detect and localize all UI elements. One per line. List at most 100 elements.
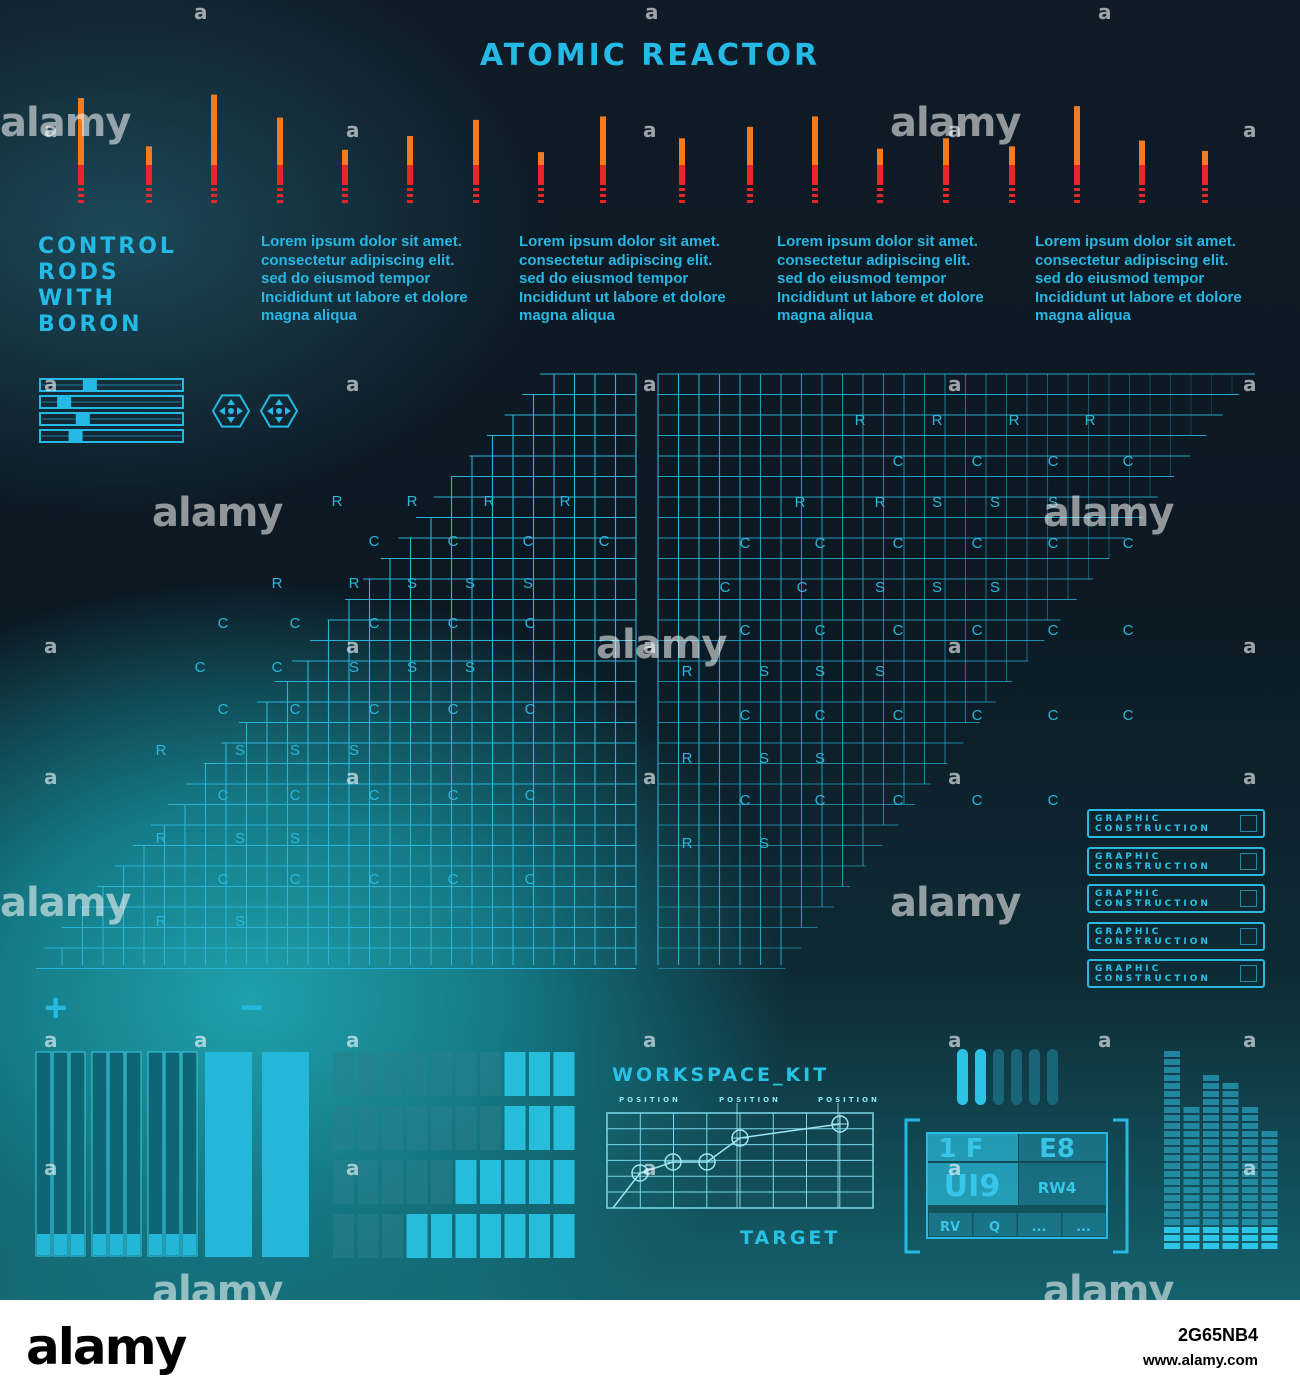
equalizer-segment [1164, 1227, 1180, 1233]
graphic-construction-label: GRAPHIC CONSTRUCTION [1095, 889, 1211, 909]
checkbox[interactable] [1240, 890, 1257, 907]
level-bar-track [91, 1051, 108, 1257]
grid-letter: S [1048, 494, 1058, 511]
watermark-mark: a [1098, 0, 1112, 24]
arrow-right-icon [237, 407, 243, 415]
watermark-mark: a [44, 634, 58, 658]
equalizer-segment [1164, 1131, 1180, 1137]
slider-group[interactable] [39, 378, 184, 443]
rod-dot [1009, 194, 1015, 197]
equalizer-segment [1183, 1115, 1200, 1121]
level-bar-fill [149, 1234, 162, 1255]
watermark: alamy [152, 1268, 283, 1300]
watermark-mark: a [948, 1028, 962, 1052]
grid-letter: C [1048, 453, 1059, 470]
workspace-kit-title: WORKSPACE_KIT [612, 1064, 830, 1086]
equalizer-segment [1203, 1187, 1219, 1193]
rod-dot [538, 194, 544, 197]
matrix-block [333, 1052, 354, 1096]
watermark: alamy [890, 100, 1021, 146]
grid-letter: C [893, 535, 904, 552]
equalizer-segment [1261, 1195, 1278, 1201]
equalizer-segment [1261, 1147, 1278, 1153]
level-bar-fill [127, 1234, 140, 1255]
checkbox[interactable] [1240, 928, 1257, 945]
equalizer-segment [1183, 1139, 1200, 1145]
rod-bar [943, 138, 949, 165]
rod-bar-red [407, 165, 413, 185]
grid-letter: C [740, 792, 751, 809]
center-dot [276, 408, 282, 414]
matrix-block [529, 1160, 550, 1204]
equalizer-segment [1203, 1139, 1219, 1145]
rod-dot [538, 188, 544, 191]
grid-letter: C [525, 871, 536, 888]
checkbox[interactable] [1240, 815, 1257, 832]
grid-letter: S [815, 663, 825, 680]
graphic-construction-label: GRAPHIC CONSTRUCTION [1095, 964, 1211, 984]
matrix-block [480, 1214, 501, 1258]
minus-button[interactable]: − [240, 986, 264, 1030]
level-bar-fill [71, 1234, 84, 1255]
watermark-mark: a [1243, 765, 1257, 789]
equalizer-segment [1203, 1195, 1219, 1201]
grid-letter: C [525, 615, 536, 632]
graphic-construction-button[interactable]: GRAPHIC CONSTRUCTION [1087, 922, 1265, 951]
rod-bar [538, 152, 544, 165]
direction-pads[interactable] [211, 394, 299, 428]
graphic-construction-button[interactable]: GRAPHIC CONSTRUCTION [1087, 809, 1265, 838]
matrix-block [504, 1106, 526, 1150]
arrow-left-icon [219, 407, 225, 415]
grid-letter: C [218, 787, 229, 804]
grid-letter: C [290, 871, 301, 888]
readout-cell [973, 1213, 1017, 1236]
equalizer-segment [1203, 1083, 1219, 1089]
equalizer-segment [1164, 1155, 1180, 1161]
graphic-construction-button[interactable]: GRAPHIC CONSTRUCTION [1087, 847, 1265, 876]
equalizer-segment [1261, 1235, 1278, 1241]
rod-indicator [1139, 140, 1145, 203]
readout-r1b: E8 [1039, 1134, 1075, 1164]
equalizer-segment [1203, 1163, 1219, 1169]
grid-letter: R [156, 830, 167, 847]
equalizer-segment [1203, 1243, 1219, 1249]
matrix-block [455, 1160, 477, 1204]
matrix-block [431, 1052, 452, 1096]
watermark-mark: a [1243, 634, 1257, 658]
equalizer-segment [1203, 1147, 1219, 1153]
grid-letter: R [682, 750, 693, 767]
graphic-construction-button[interactable]: GRAPHIC CONSTRUCTION [1087, 959, 1265, 988]
rod-indicator [600, 116, 606, 203]
watermark-mark: a [346, 118, 360, 142]
matrix-block [529, 1106, 550, 1150]
graphic-construction-button[interactable]: GRAPHIC CONSTRUCTION [1087, 884, 1265, 913]
pill-indicator [957, 1049, 968, 1105]
equalizer-segment [1183, 1123, 1200, 1129]
watermark-mark: a [948, 1156, 962, 1180]
watermark-mark: a [948, 118, 962, 142]
slider-track [39, 395, 184, 409]
graphic-construction-label: GRAPHIC CONSTRUCTION [1095, 852, 1211, 872]
grid-letter: S [815, 750, 825, 767]
slider-track [39, 412, 184, 426]
grid-letter: R [407, 493, 418, 510]
rod-indicator [342, 149, 348, 203]
matrix-block [504, 1052, 526, 1096]
rod-indicator [407, 136, 413, 203]
matrix-block [357, 1214, 379, 1258]
lorem-block: Lorem ipsum dolor sit amet. consectetur … [519, 233, 726, 324]
matrix-block [406, 1052, 428, 1096]
checkbox[interactable] [1240, 853, 1257, 870]
slider-thumb [75, 414, 90, 424]
checkbox[interactable] [1240, 965, 1257, 982]
grid-letter: C [1123, 707, 1134, 724]
plus-button[interactable]: + [44, 986, 68, 1030]
equalizer-segment [1203, 1219, 1219, 1225]
level-bar-fill [37, 1234, 50, 1255]
equalizer-segment [1203, 1235, 1219, 1241]
matrix-block [504, 1214, 526, 1258]
grid-letter: C [369, 533, 380, 550]
matrix-block [529, 1214, 550, 1258]
rod-bar-red [78, 165, 84, 185]
grid-letter: S [990, 494, 1000, 511]
